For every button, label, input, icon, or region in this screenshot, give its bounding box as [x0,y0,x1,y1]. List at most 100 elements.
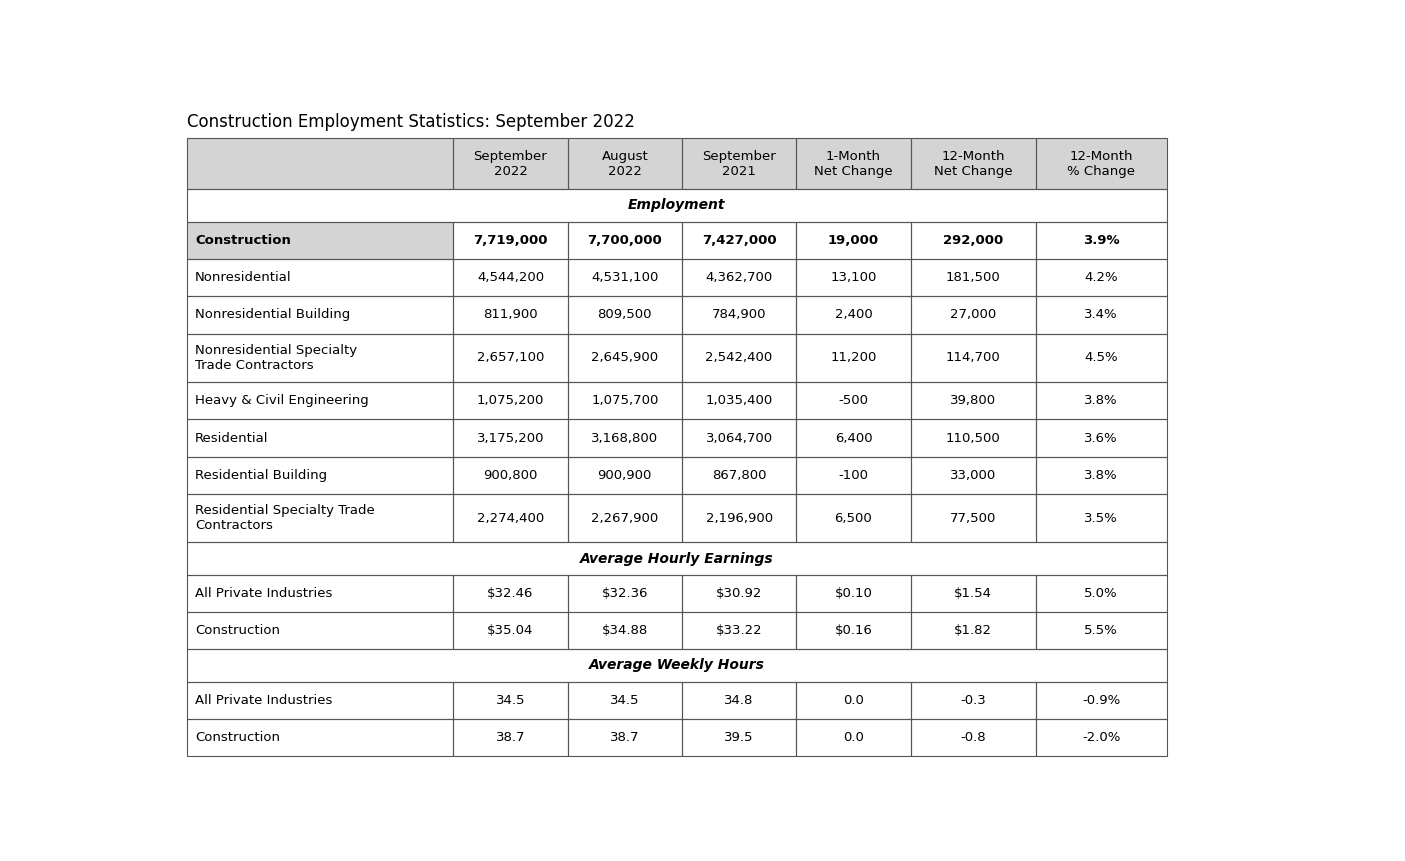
Bar [187,542,1166,574]
Text: $1.54: $1.54 [954,587,992,600]
Text: 809,500: 809,500 [597,308,652,321]
Bar [454,612,568,649]
Bar [568,334,681,382]
Bar [681,682,797,719]
Bar [187,494,454,542]
Bar [568,456,681,494]
Bar [454,296,568,334]
Bar [1035,419,1166,456]
Bar [797,382,910,419]
Bar [187,296,454,334]
Bar [454,574,568,612]
Bar [797,334,910,382]
Bar [797,719,910,756]
Bar [454,334,568,382]
Bar [187,612,454,649]
Text: 2,196,900: 2,196,900 [705,511,773,524]
Bar [681,221,797,259]
Text: Heavy & Civil Engineering: Heavy & Civil Engineering [195,394,370,407]
Text: -0.3: -0.3 [961,694,986,707]
Bar [910,296,1035,334]
Bar [1035,494,1166,542]
Text: 3.5%: 3.5% [1085,511,1118,524]
Text: 2,267,900: 2,267,900 [592,511,659,524]
Bar [681,682,797,719]
Bar [568,259,681,296]
Bar [187,649,1166,682]
Bar [910,456,1035,494]
Bar [187,682,454,719]
Text: 5.0%: 5.0% [1085,587,1118,600]
Bar [797,419,910,456]
Bar [910,494,1035,542]
Bar [797,574,910,612]
Text: $34.88: $34.88 [601,624,648,637]
Bar [681,296,797,334]
Bar [910,382,1035,419]
Text: 3,175,200: 3,175,200 [476,431,544,444]
Bar [568,296,681,334]
Bar [187,494,454,542]
Bar [1035,456,1166,494]
Text: 39,800: 39,800 [950,394,996,407]
Bar [568,574,681,612]
Bar [681,612,797,649]
Bar [797,719,910,756]
Text: 2,274,400: 2,274,400 [476,511,544,524]
Bar [910,419,1035,456]
Bar [797,296,910,334]
Bar [910,612,1035,649]
Bar [1035,612,1166,649]
Text: 11,200: 11,200 [830,351,877,364]
Text: -100: -100 [839,469,868,482]
Text: $33.22: $33.22 [715,624,763,637]
Bar [454,494,568,542]
Bar [187,259,454,296]
Text: $32.36: $32.36 [601,587,648,600]
Bar [187,456,454,494]
Bar [568,334,681,382]
Text: 7,719,000: 7,719,000 [473,233,548,247]
Text: 2,657,100: 2,657,100 [476,351,544,364]
Text: Average Weekly Hours: Average Weekly Hours [589,659,764,672]
Bar [454,259,568,296]
Text: 38.7: 38.7 [610,731,639,744]
Text: 3.6%: 3.6% [1085,431,1118,444]
Bar [454,494,568,542]
Text: 181,500: 181,500 [946,271,1000,284]
Bar [681,221,797,259]
Bar [454,138,568,189]
Text: 3.4%: 3.4% [1085,308,1118,321]
Text: 2,542,400: 2,542,400 [705,351,773,364]
Bar [568,419,681,456]
Text: Average Hourly Earnings: Average Hourly Earnings [580,552,773,566]
Bar [187,612,454,649]
Bar [187,382,454,419]
Text: 114,700: 114,700 [946,351,1000,364]
Bar [187,574,454,612]
Bar [910,259,1035,296]
Bar [910,456,1035,494]
Bar [568,719,681,756]
Bar [568,419,681,456]
Bar [681,719,797,756]
Bar [910,334,1035,382]
Text: $35.04: $35.04 [488,624,534,637]
Bar [910,682,1035,719]
Bar [1035,138,1166,189]
Text: 2,400: 2,400 [835,308,873,321]
Bar [187,456,454,494]
Bar [910,719,1035,756]
Text: 7,700,000: 7,700,000 [587,233,662,247]
Text: -500: -500 [839,394,868,407]
Text: $30.92: $30.92 [717,587,763,600]
Text: Nonresidential Specialty
Trade Contractors: Nonresidential Specialty Trade Contracto… [195,344,357,372]
Bar [910,221,1035,259]
Text: 12-Month
% Change: 12-Month % Change [1068,150,1135,177]
Bar [681,612,797,649]
Bar [1035,259,1166,296]
Text: Residential: Residential [195,431,268,444]
Bar [454,138,568,189]
Bar [568,612,681,649]
Text: 34.5: 34.5 [610,694,639,707]
